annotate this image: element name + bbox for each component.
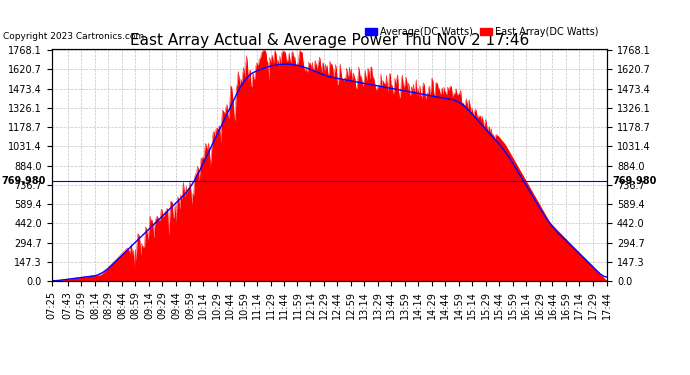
Text: 769.980: 769.980 bbox=[613, 176, 657, 186]
Text: 769.980: 769.980 bbox=[2, 176, 46, 186]
Legend: Average(DC Watts), East Array(DC Watts): Average(DC Watts), East Array(DC Watts) bbox=[362, 23, 602, 41]
Text: Copyright 2023 Cartronics.com: Copyright 2023 Cartronics.com bbox=[3, 32, 145, 41]
Title: East Array Actual & Average Power Thu Nov 2 17:46: East Array Actual & Average Power Thu No… bbox=[130, 33, 529, 48]
